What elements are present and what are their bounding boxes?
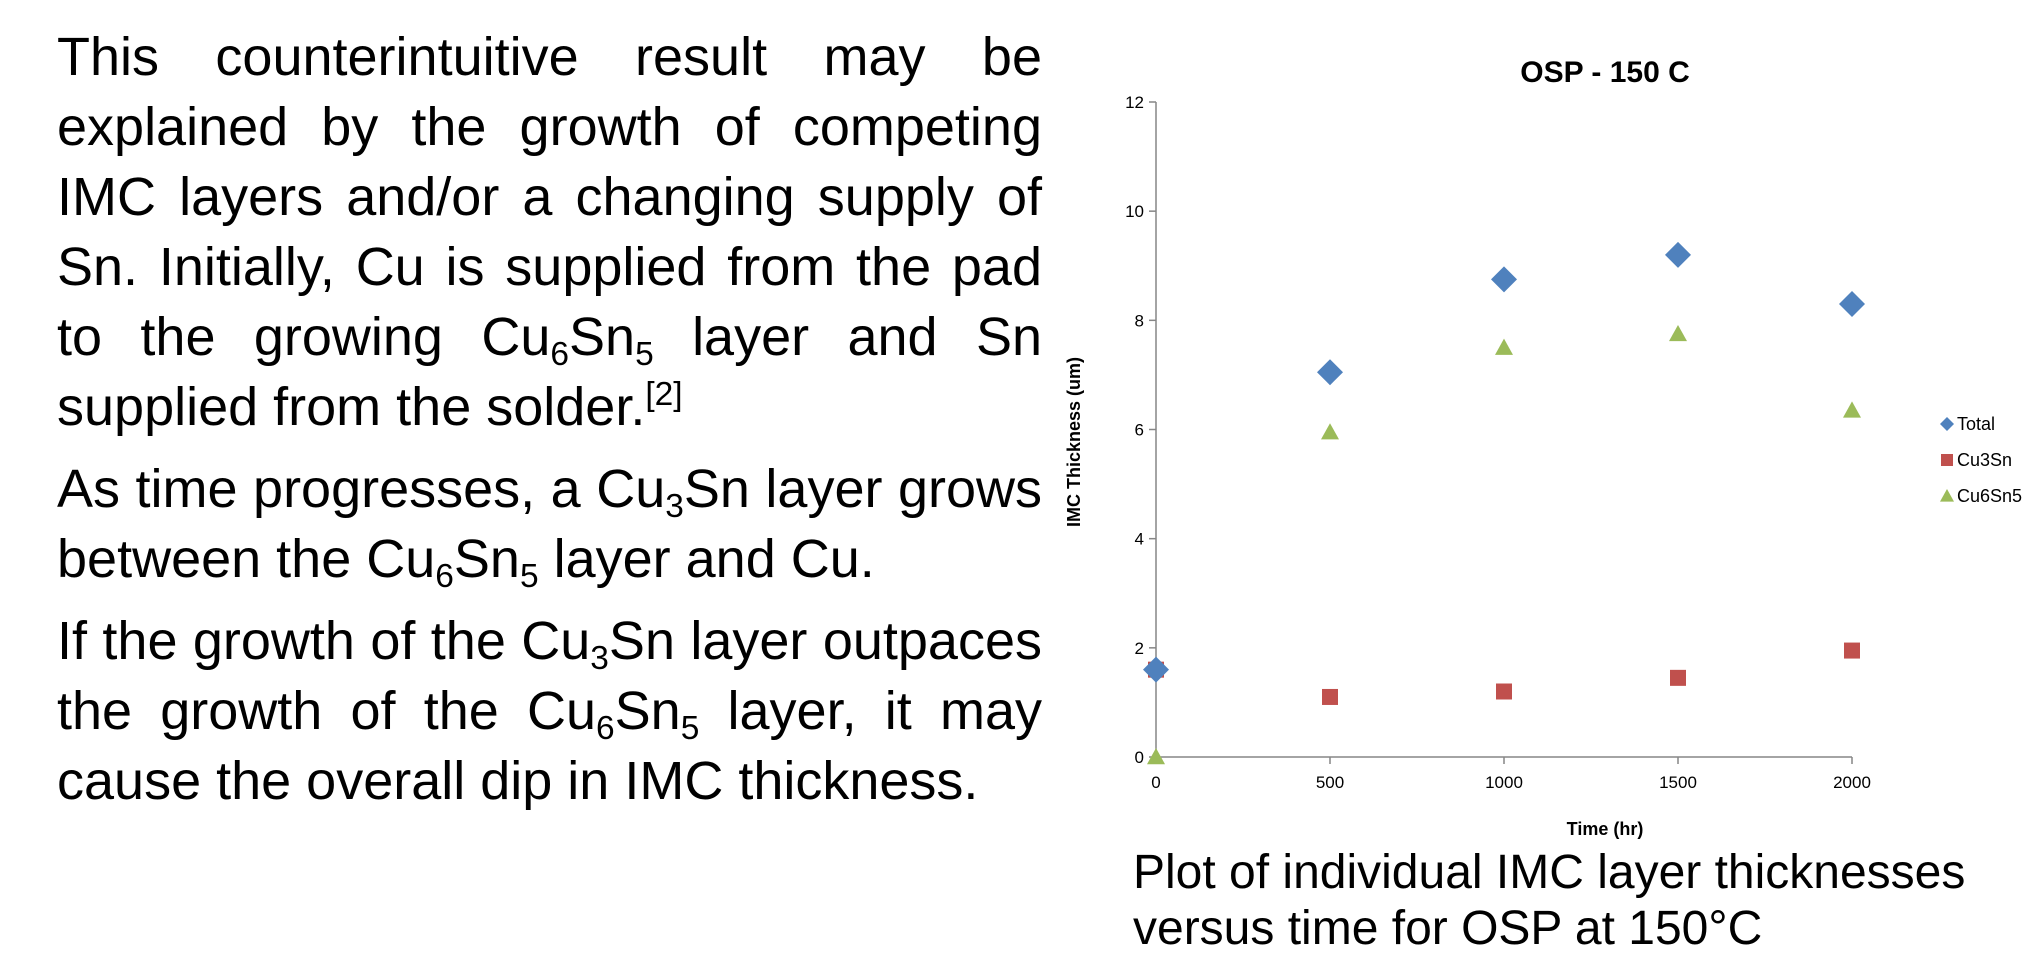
p3-sub-b: 6 bbox=[596, 710, 615, 748]
x-tick-label: 1500 bbox=[1659, 773, 1697, 792]
figure-caption: Plot of individual IMC layer thicknesses… bbox=[1133, 846, 1966, 955]
p2-text-c: Sn bbox=[453, 529, 520, 589]
x-tick-label: 500 bbox=[1316, 773, 1344, 792]
p2-text-a: As time progresses, a Cu bbox=[57, 459, 666, 519]
y-tick-label: 4 bbox=[1135, 530, 1144, 549]
chart-legend: Total Cu3Sn Cu6Sn5 bbox=[1940, 414, 2022, 506]
point-total bbox=[1143, 656, 1169, 683]
chart-axes: 0 2 4 6 8 10 12 0 500 1000 1500 2000 bbox=[1125, 93, 1871, 792]
point-cu3sn bbox=[1496, 683, 1512, 700]
y-tick-label: 8 bbox=[1135, 311, 1144, 330]
point-total bbox=[1491, 266, 1517, 293]
paragraph-1: This counterintuitive result may be expl… bbox=[57, 22, 1042, 442]
p1-sub-a: 6 bbox=[550, 336, 569, 374]
p2-text-b: Sn layer grows between the Cu bbox=[57, 459, 1042, 589]
legend-label-cu6sn5: Cu6Sn5 bbox=[1957, 486, 2022, 506]
point-total bbox=[1665, 241, 1691, 268]
x-tick-label: 0 bbox=[1151, 773, 1160, 792]
p2-sub-c: 5 bbox=[519, 558, 539, 596]
p1-text-c: layer and Sn supplied from the solder. bbox=[57, 307, 1043, 437]
p1-sub-b: 5 bbox=[635, 336, 654, 374]
legend-label-total: Total bbox=[1957, 414, 1995, 434]
point-cu3sn bbox=[1322, 688, 1338, 705]
point-total bbox=[1317, 359, 1343, 386]
p3-text-c: Sn bbox=[614, 681, 681, 741]
point-cu3sn bbox=[1670, 669, 1686, 686]
point-cu6sn5 bbox=[1495, 338, 1513, 355]
point-cu6sn5 bbox=[1321, 423, 1339, 440]
y-axis-title: IMC Thickness (um) bbox=[1064, 357, 1084, 527]
y-tick-label: 0 bbox=[1135, 748, 1144, 767]
chart-svg: OSP - 150 C 0 2 4 6 8 10 12 0 500 1000 1500 2000 Ti… bbox=[1064, 56, 2022, 839]
y-tick-label: 6 bbox=[1135, 421, 1144, 440]
chart-title: OSP - 150 C bbox=[1520, 56, 1690, 89]
p3-text-a: If the growth of the Cu bbox=[57, 611, 591, 671]
body-text: This counterintuitive result may be expl… bbox=[57, 22, 1042, 828]
p1-text-b: Sn bbox=[569, 307, 636, 367]
p3-text-b: Sn layer outpaces the growth of the Cu bbox=[57, 611, 1042, 741]
point-cu6sn5 bbox=[1669, 324, 1687, 342]
point-cu6sn5 bbox=[1147, 748, 1165, 765]
chart-marks bbox=[1143, 241, 1865, 765]
legend-marker-cu6sn5 bbox=[1940, 489, 1954, 502]
p2-text-d: layer and Cu. bbox=[538, 529, 875, 589]
p3-sub-a: 3 bbox=[590, 640, 609, 678]
x-tick-label: 1000 bbox=[1485, 773, 1523, 792]
x-axis-title: Time (hr) bbox=[1567, 819, 1644, 839]
imc-chart: OSP - 150 C 0 2 4 6 8 10 12 0 500 1000 1500 2000 Ti… bbox=[1050, 40, 2034, 850]
p2-sub-b: 6 bbox=[435, 558, 454, 596]
y-tick-label: 10 bbox=[1125, 202, 1144, 221]
y-tick-label: 2 bbox=[1135, 639, 1144, 658]
y-tick-label: 12 bbox=[1125, 93, 1144, 112]
reference-marker: [2] bbox=[645, 375, 683, 413]
p1-text-a: This counterintuitive result may be expl… bbox=[57, 27, 1042, 367]
legend-marker-total bbox=[1940, 417, 1954, 431]
paragraph-2: As time progresses, a Cu3Sn layer grows … bbox=[57, 454, 1042, 594]
p3-sub-c: 5 bbox=[680, 710, 700, 748]
p2-sub-a: 3 bbox=[665, 488, 684, 526]
legend-label-cu3sn: Cu3Sn bbox=[1957, 450, 2012, 470]
point-total bbox=[1839, 290, 1865, 317]
x-tick-label: 2000 bbox=[1833, 773, 1871, 792]
paragraph-3: If the growth of the Cu3Sn layer outpace… bbox=[57, 606, 1042, 816]
point-cu3sn bbox=[1844, 642, 1860, 659]
point-cu6sn5 bbox=[1843, 401, 1861, 418]
legend-marker-cu3sn bbox=[1941, 454, 1953, 466]
p3-text-d: layer, it may cause the overall dip in I… bbox=[57, 681, 1042, 811]
